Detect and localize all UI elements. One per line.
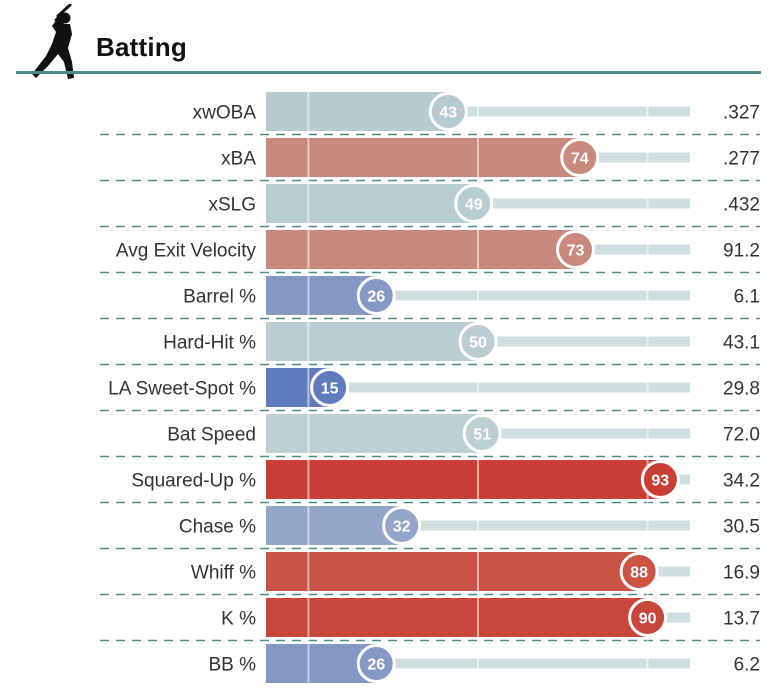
percentile-circle (556, 230, 596, 269)
percentile-label: 43 (439, 105, 457, 122)
percentile-marker: 26 (356, 644, 396, 683)
category-label: Squared-Up % (131, 471, 256, 492)
percentile-circle (382, 506, 422, 545)
row-dividers (100, 133, 760, 642)
percentile-circle (458, 322, 498, 361)
percentile-label: 74 (571, 151, 589, 168)
percentile-marker: 50 (458, 322, 498, 361)
percentile-circle (640, 460, 680, 499)
chart-row: Avg Exit Velocity 91.2 (116, 230, 760, 269)
category-label: K % (221, 609, 256, 630)
stat-value: 29.8 (723, 379, 760, 400)
percentile-bar (266, 230, 576, 269)
percentile-circle (628, 598, 668, 637)
chart-row: Barrel % 6.1 (183, 276, 760, 315)
percentile-marker: 93 (640, 460, 680, 499)
stat-value: .277 (723, 149, 760, 170)
category-label: LA Sweet-Spot % (108, 379, 256, 400)
percentile-circle (428, 92, 468, 131)
percentile-marker: 26 (356, 276, 396, 315)
category-label: Hard-Hit % (163, 333, 256, 354)
chart-row: Whiff % 16.9 (191, 552, 760, 591)
percentile-label: 26 (367, 657, 385, 674)
chart-row: K % 13.7 (221, 598, 760, 637)
percentile-marker: 15 (310, 368, 350, 407)
chart-row: BB % 6.2 (208, 644, 760, 683)
header: Batting (0, 0, 784, 80)
category-label: xSLG (208, 195, 256, 216)
category-label: xwOBA (193, 103, 257, 124)
stat-value: 16.9 (723, 563, 760, 584)
percentile-marker: 32 (382, 506, 422, 545)
percentile-bar (266, 322, 478, 361)
percentile-label: 50 (469, 335, 487, 352)
title-rule (16, 71, 761, 74)
percentile-circle (356, 644, 396, 683)
percentile-marker: 73 (556, 230, 596, 269)
percentile-marker: 49 (454, 184, 494, 223)
category-label: xBA (221, 149, 256, 170)
chart-marks: 43 74 49 73 26 50 15 51 93 32 88 90 26 (310, 92, 680, 683)
percentile-bar (266, 138, 580, 177)
stat-value: 6.1 (734, 287, 760, 308)
stat-value: 91.2 (723, 241, 760, 262)
percentile-bar (266, 598, 648, 637)
stat-value: .327 (723, 103, 760, 124)
percentile-label: 15 (321, 381, 339, 398)
section-title: Batting (96, 32, 187, 62)
percentile-label: 90 (639, 611, 657, 628)
chart-row: Chase % 30.5 (179, 506, 760, 545)
percentile-label: 26 (367, 289, 385, 306)
percentile-circle (356, 276, 396, 315)
percentile-label: 73 (567, 243, 585, 260)
category-label: Bat Speed (167, 425, 256, 446)
batter-silhouette-icon (32, 4, 74, 79)
percentile-circle (619, 552, 659, 591)
percentile-label: 88 (630, 565, 648, 582)
chart-row: LA Sweet-Spot % 29.8 (108, 368, 760, 407)
percentile-label: 93 (651, 473, 669, 490)
category-label: Barrel % (183, 287, 256, 308)
percentile-label: 49 (465, 197, 483, 214)
percentile-bar (266, 460, 661, 499)
percentile-circle (560, 138, 600, 177)
percentile-circle (454, 184, 494, 223)
percentile-bar (266, 92, 449, 131)
stat-value: 30.5 (723, 517, 760, 538)
percentile-marker: 88 (619, 552, 659, 591)
category-label: BB % (208, 655, 256, 676)
chart-row: xwOBA .327 (193, 92, 760, 131)
stat-value: 72.0 (723, 425, 760, 446)
chart-row: xBA .277 (221, 138, 760, 177)
percentile-bar (266, 414, 483, 453)
category-label: Chase % (179, 517, 256, 538)
percentile-label: 32 (393, 519, 411, 536)
category-label: Whiff % (191, 563, 256, 584)
percentile-circle (310, 368, 350, 407)
stat-value: .432 (723, 195, 760, 216)
stat-value: 13.7 (723, 609, 760, 630)
stat-value: 43.1 (723, 333, 760, 354)
category-label: Avg Exit Velocity (116, 241, 257, 262)
percentile-marker: 51 (462, 414, 502, 453)
stat-value: 34.2 (723, 471, 760, 492)
stat-value: 6.2 (734, 655, 760, 676)
percentile-bar (266, 506, 402, 545)
percentile-marker: 90 (628, 598, 668, 637)
percentile-label: 51 (473, 427, 491, 444)
percentile-bar (266, 552, 640, 591)
percentile-circle (462, 414, 502, 453)
percentile-marker: 74 (560, 138, 600, 177)
percentile-bar (266, 184, 474, 223)
percentile-marker: 43 (428, 92, 468, 131)
